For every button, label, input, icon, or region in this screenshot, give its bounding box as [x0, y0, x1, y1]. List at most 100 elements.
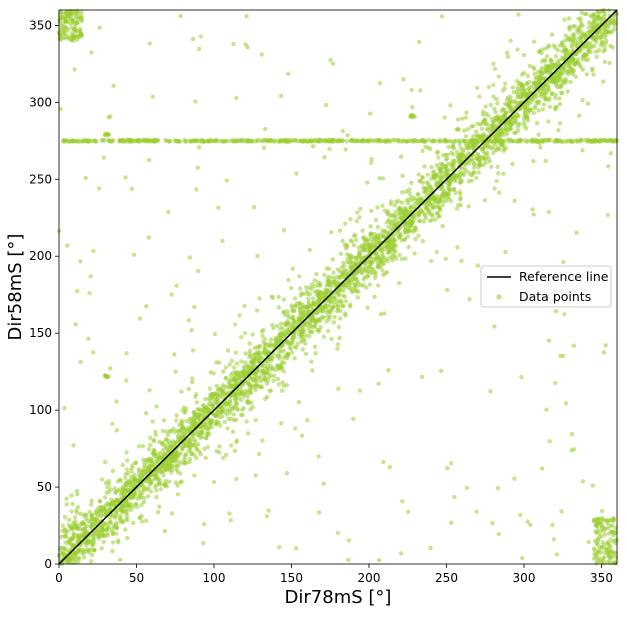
data-point	[496, 74, 501, 79]
data-point	[599, 39, 605, 44]
data-point	[515, 124, 520, 130]
data-point	[192, 430, 198, 436]
data-point	[385, 256, 390, 261]
data-point	[434, 163, 440, 168]
data-point	[395, 221, 400, 227]
data-point	[451, 146, 457, 151]
data-point	[522, 110, 527, 115]
data-point	[292, 296, 298, 301]
data-point	[155, 452, 161, 457]
data-point	[144, 479, 149, 484]
data-point	[548, 137, 553, 143]
data-point	[590, 25, 595, 30]
data-point	[202, 409, 208, 414]
data-point	[502, 86, 507, 91]
data-point	[189, 435, 194, 440]
data-point	[113, 489, 119, 495]
data-point	[125, 513, 130, 518]
data-point	[605, 518, 610, 524]
data-point	[432, 176, 438, 182]
data-point	[196, 442, 201, 447]
data-point	[549, 32, 555, 37]
data-point	[406, 200, 411, 206]
data-point	[578, 19, 584, 25]
data-point	[228, 416, 234, 422]
data-point	[598, 550, 604, 555]
data-point	[245, 394, 250, 399]
data-point	[574, 230, 579, 235]
data-point	[93, 521, 99, 526]
data-point	[491, 82, 496, 88]
data-point	[217, 444, 222, 449]
data-point	[227, 362, 232, 367]
data-point	[216, 387, 221, 392]
data-point	[351, 416, 356, 422]
data-point	[486, 156, 491, 161]
data-point	[609, 139, 615, 144]
data-point	[377, 80, 382, 86]
data-point	[146, 235, 151, 240]
data-point	[121, 484, 126, 490]
data-point	[409, 219, 414, 225]
data-point	[126, 489, 131, 494]
data-point	[610, 45, 615, 50]
data-point	[166, 209, 171, 215]
data-point	[609, 549, 614, 554]
data-point	[419, 374, 425, 380]
data-point	[343, 221, 348, 226]
data-point	[357, 388, 363, 393]
data-point	[586, 539, 591, 545]
data-point	[230, 138, 236, 143]
data-point	[176, 429, 182, 434]
data-point	[236, 375, 242, 380]
data-point	[388, 201, 394, 207]
data-point	[383, 229, 388, 234]
data-point	[124, 516, 129, 522]
data-point	[83, 543, 89, 548]
data-point	[399, 256, 405, 261]
data-point	[431, 196, 437, 202]
data-point	[176, 434, 181, 440]
data-point	[110, 468, 116, 474]
data-point	[318, 325, 323, 330]
data-point	[548, 57, 553, 63]
data-point	[235, 407, 240, 412]
data-point	[372, 294, 377, 299]
data-point	[559, 66, 565, 71]
data-point	[422, 164, 427, 169]
data-point	[96, 186, 102, 191]
data-point	[389, 221, 394, 227]
data-point	[198, 138, 203, 143]
data-point	[604, 25, 610, 30]
data-point	[124, 378, 129, 383]
data-point	[566, 16, 572, 21]
data-point	[464, 485, 469, 491]
data-point	[566, 68, 571, 74]
data-point	[330, 257, 335, 262]
data-point	[594, 541, 599, 546]
data-point	[92, 138, 97, 143]
data-point	[187, 456, 192, 462]
data-point	[345, 244, 350, 249]
data-point	[399, 217, 404, 222]
data-point	[412, 215, 418, 220]
y-tick-label: 0	[44, 557, 52, 571]
data-point	[283, 312, 288, 318]
data-point	[346, 285, 351, 291]
data-point	[114, 498, 120, 503]
data-point	[426, 184, 431, 189]
data-point	[604, 547, 610, 552]
data-point	[508, 94, 513, 100]
data-point	[474, 85, 480, 91]
data-point	[110, 421, 115, 426]
data-point	[532, 105, 538, 111]
data-point	[519, 375, 524, 380]
data-point	[112, 514, 117, 519]
data-point	[99, 513, 104, 519]
data-point	[601, 138, 606, 143]
data-point	[99, 477, 105, 482]
data-point	[525, 118, 531, 123]
data-point	[474, 509, 479, 514]
data-point	[483, 160, 488, 165]
data-point	[354, 289, 359, 294]
